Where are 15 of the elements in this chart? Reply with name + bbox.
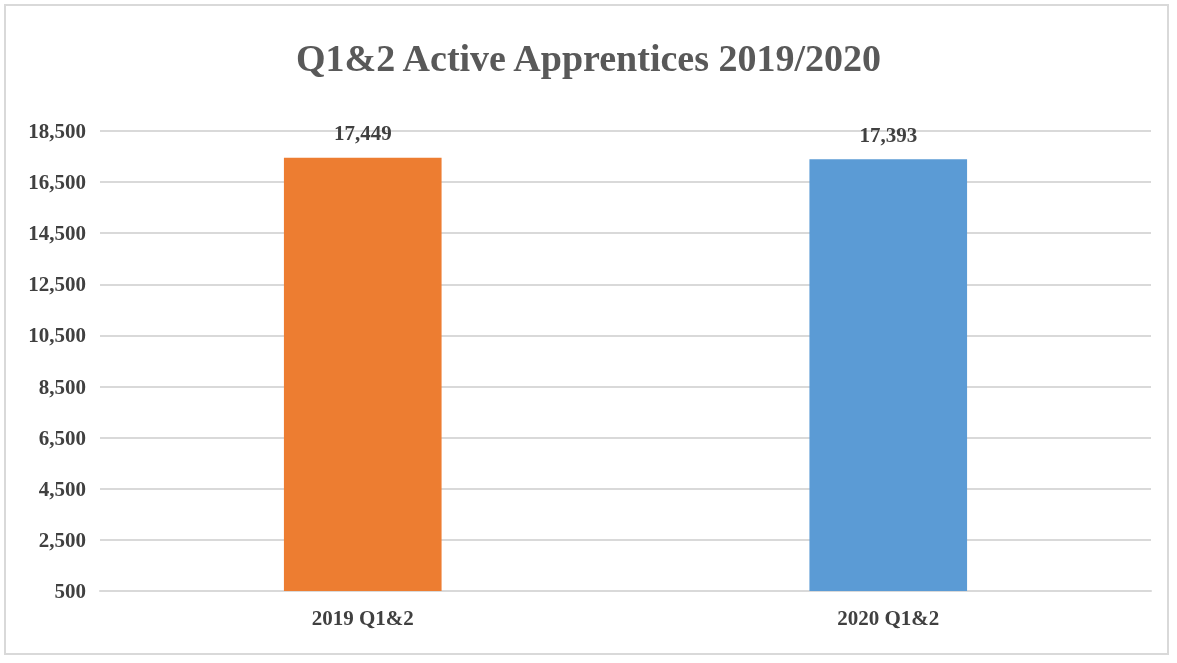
y-tick-label: 500 (54, 579, 86, 603)
y-tick-label: 2,500 (38, 527, 86, 552)
y-tick-label: 14,500 (28, 221, 86, 246)
chart-title: Q1&2 Active Apprentices 2019/2020 (295, 37, 882, 79)
y-tick-label: 6,500 (38, 425, 86, 450)
y-tick-label: 4,500 (38, 476, 86, 501)
y-tick-label: 12,500 (28, 272, 86, 297)
y-tick-label: 10,500 (28, 323, 86, 348)
data-label: 17,449 (333, 121, 392, 146)
y-tick-label: 18,500 (28, 119, 86, 143)
x-tick-label: 2019 Q1&2 (311, 605, 414, 630)
y-tick-label: 16,500 (28, 170, 86, 195)
data-label: 17,393 (859, 122, 918, 147)
x-tick-label: 2020 Q1&2 (837, 605, 940, 630)
y-tick-label: 8,500 (38, 374, 86, 399)
